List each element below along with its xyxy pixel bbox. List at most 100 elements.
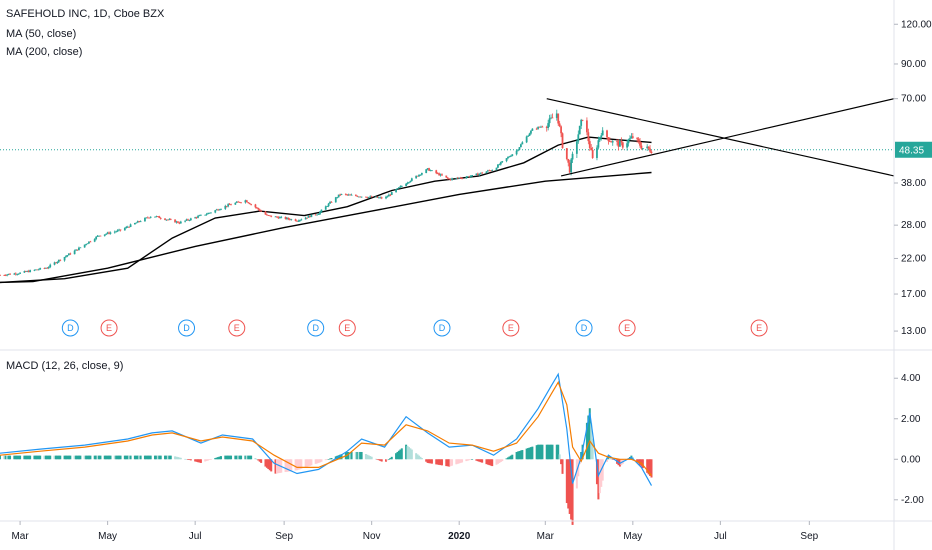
macd-histogram-bar <box>56 455 59 460</box>
candle-body <box>297 220 300 222</box>
candle-body <box>354 194 357 196</box>
macd-histogram-bar <box>528 447 531 460</box>
earnings-marker[interactable]: E <box>228 319 246 337</box>
macd-histogram-bar <box>415 453 418 460</box>
macd-histogram-bar <box>498 459 501 463</box>
macd-axis-tick: 2.00 <box>901 414 921 425</box>
candle-body <box>616 141 618 142</box>
dividend-marker[interactable]: D <box>61 319 79 337</box>
macd-histogram-bar <box>347 451 350 460</box>
macd-histogram-bar <box>73 455 76 460</box>
macd-histogram-bar <box>75 455 78 460</box>
candle-body <box>415 175 418 179</box>
candle-body <box>580 119 583 126</box>
macd-histogram-bar <box>356 451 359 460</box>
earnings-marker[interactable]: E <box>338 319 356 337</box>
macd-histogram-bar <box>59 455 62 460</box>
macd-pane[interactable] <box>0 372 653 525</box>
macd-histogram-bar <box>36 455 39 460</box>
candle-body <box>99 235 102 237</box>
candle-body <box>248 203 251 205</box>
candle-body <box>224 205 227 209</box>
macd-histogram-bar <box>380 459 383 462</box>
macd-histogram-bar <box>399 449 402 460</box>
macd-histogram-bar <box>135 455 138 460</box>
candle-body <box>471 175 474 177</box>
candle-body <box>558 123 561 127</box>
macd-histogram-bar <box>647 459 650 475</box>
macd-histogram-bar <box>515 451 518 460</box>
macd-histogram-bar <box>26 455 29 460</box>
macd-histogram-bar <box>429 459 432 464</box>
candle-body <box>103 234 106 236</box>
macd-histogram-bar <box>469 459 472 460</box>
macd-histogram-bar <box>106 455 109 460</box>
earnings-marker[interactable]: E <box>100 319 118 337</box>
event-label: E <box>234 323 240 333</box>
price-axis-tick: 70.00 <box>901 94 926 105</box>
macd-histogram-bar <box>481 459 484 463</box>
macd-histogram-bar <box>314 459 317 464</box>
candle-body <box>278 217 281 219</box>
candle-body <box>458 177 461 179</box>
candle-body <box>439 174 442 176</box>
macd-histogram-bar <box>611 459 614 460</box>
macd-histogram-bar <box>367 455 370 460</box>
candle-body <box>148 217 151 219</box>
macd-histogram-bar <box>308 459 311 466</box>
candle-body <box>83 244 86 248</box>
price-axis-tick: 38.00 <box>901 178 926 189</box>
candle-body <box>280 216 283 218</box>
ma200-line <box>0 171 652 284</box>
candle-body <box>555 113 558 118</box>
candle-body <box>630 136 633 139</box>
candle-body <box>320 209 323 212</box>
candle-body <box>113 231 116 233</box>
macd-histogram-bar <box>247 455 250 460</box>
candle-body <box>75 249 77 251</box>
earnings-marker[interactable]: E <box>618 319 636 337</box>
candle-body <box>96 235 99 237</box>
candle-body <box>319 211 321 215</box>
candle-body <box>149 216 152 218</box>
trendline-upper[interactable] <box>546 98 895 177</box>
candle-body <box>56 261 59 264</box>
macd-histogram-bar <box>89 455 92 460</box>
macd-histogram-bar <box>357 451 360 460</box>
macd-histogram-bar <box>9 455 12 460</box>
earnings-marker[interactable]: E <box>750 319 768 337</box>
candle-body <box>268 215 271 217</box>
macd-histogram-bar <box>123 455 126 460</box>
dividend-marker[interactable]: D <box>307 319 325 337</box>
macd-histogram-bar <box>449 459 452 467</box>
macd-histogram-bar <box>175 456 178 460</box>
trendline-lower[interactable] <box>560 98 895 177</box>
candle-body <box>155 216 158 218</box>
candle-body <box>540 126 542 128</box>
macd-histogram-bar <box>304 459 307 468</box>
earnings-marker[interactable]: E <box>502 319 520 337</box>
dividend-marker[interactable]: D <box>433 319 451 337</box>
candle-body <box>337 194 340 198</box>
macd-histogram-bar <box>148 455 151 460</box>
macd-histogram-bar <box>419 456 422 460</box>
candle-body <box>465 176 468 179</box>
candle-body <box>98 235 100 237</box>
candle-body <box>568 162 571 173</box>
dividend-marker[interactable]: D <box>575 319 593 337</box>
candle-body <box>129 224 132 227</box>
macd-histogram-bar <box>506 457 509 460</box>
dividend-marker[interactable]: D <box>178 319 196 337</box>
candle-body <box>409 180 412 183</box>
candle-body <box>620 141 623 143</box>
macd-histogram-bar <box>327 459 330 460</box>
macd-histogram-bar <box>468 459 471 461</box>
macd-histogram-bar <box>551 444 554 460</box>
candle-body <box>169 219 172 221</box>
macd-histogram-bar <box>531 446 534 460</box>
candle-body <box>466 176 469 178</box>
macd-histogram-bar <box>420 458 423 460</box>
candle-body <box>7 273 10 275</box>
